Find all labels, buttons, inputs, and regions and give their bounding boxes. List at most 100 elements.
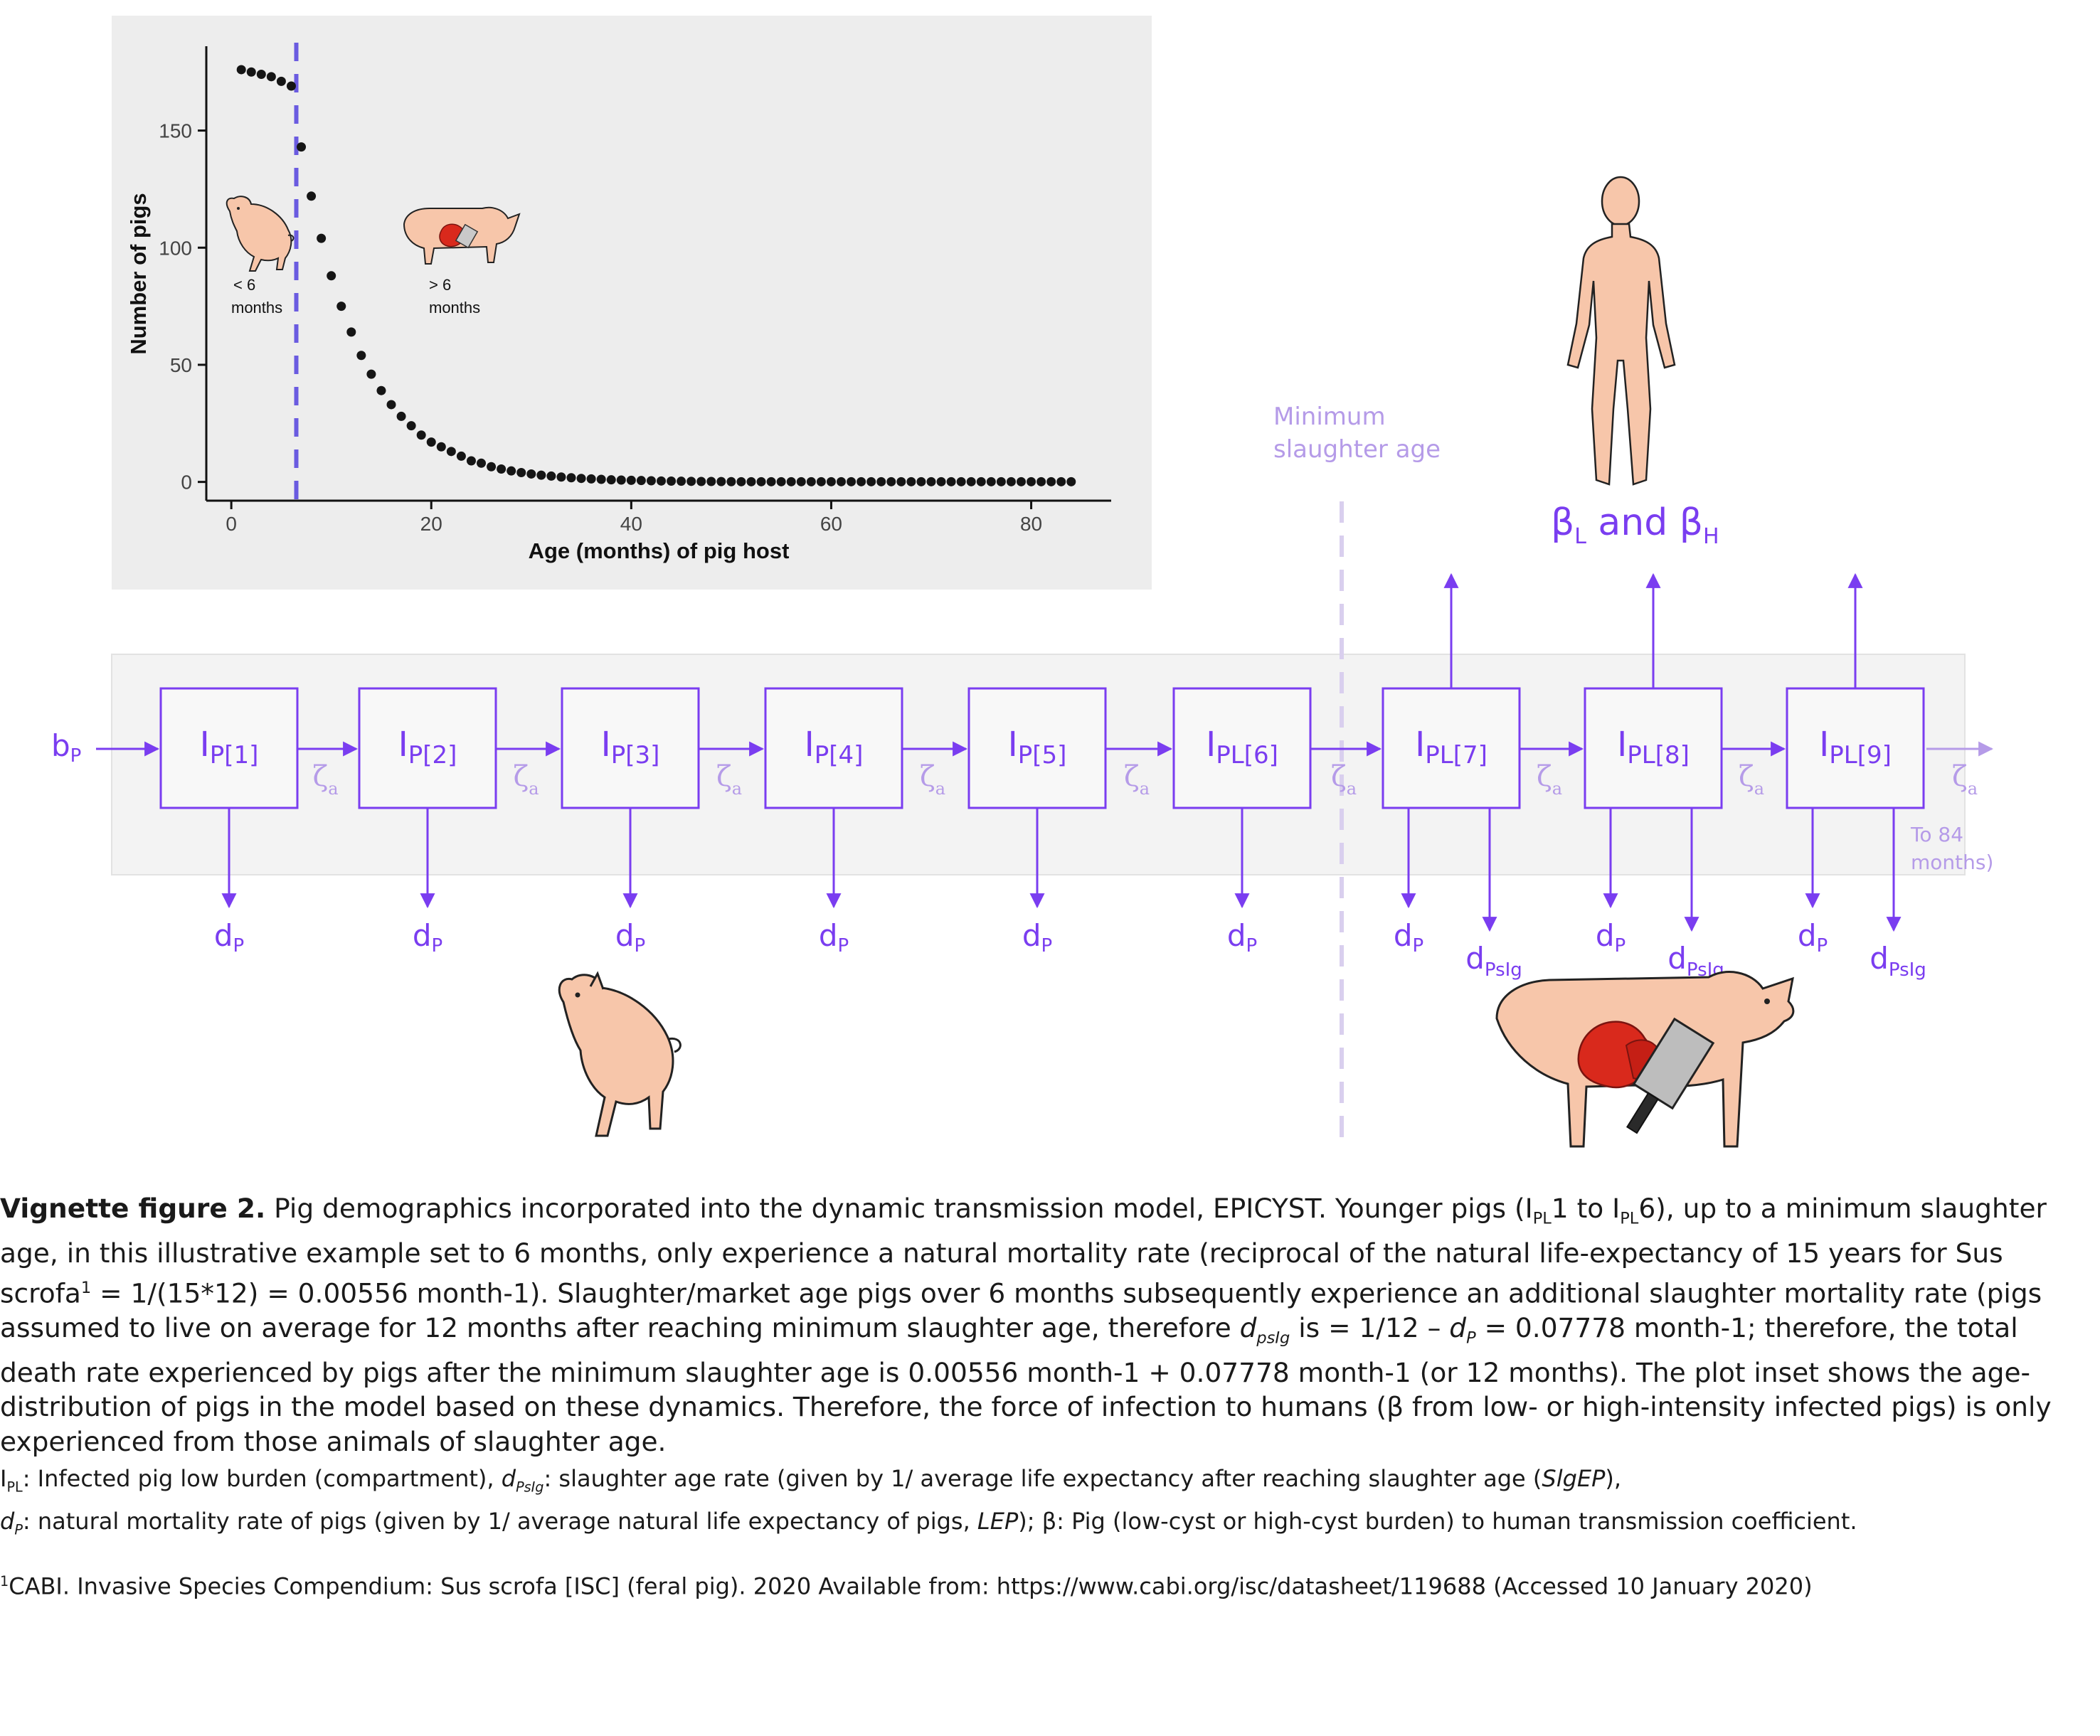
- data-point: [376, 385, 386, 395]
- data-point: [946, 476, 956, 486]
- data-point: [456, 451, 466, 461]
- natural-death-label: dP: [1596, 918, 1626, 957]
- data-point: [936, 476, 946, 486]
- data-point: [596, 474, 606, 484]
- data-point: [446, 447, 456, 457]
- compartment-box: IPL[6]: [1172, 687, 1312, 809]
- compartment-box: IP[4]: [764, 687, 903, 809]
- data-point: [356, 351, 366, 361]
- data-point: [416, 430, 426, 440]
- reference-marker: 1: [0, 1573, 9, 1589]
- compartment-box: IPL[8]: [1584, 687, 1723, 809]
- data-point: [1027, 476, 1036, 486]
- note-text: : Infected pig low burden (compartment),: [22, 1465, 502, 1492]
- ageing-rate-label: ζa: [920, 760, 945, 799]
- caption-text: 6), up to a minimum slaughter age, in th…: [0, 1193, 2047, 1309]
- data-point: [667, 476, 677, 486]
- compartment-rect: [1172, 687, 1312, 809]
- data-point: [756, 476, 766, 486]
- data-point: [696, 476, 706, 486]
- data-point: [276, 76, 286, 86]
- data-point: [487, 462, 497, 472]
- data-point: [507, 466, 516, 476]
- data-point: [286, 81, 296, 91]
- caption-text: is = 1/12 –: [1290, 1311, 1450, 1343]
- natural-death-label: dP: [1394, 918, 1423, 957]
- note-sub: PL: [6, 1479, 23, 1496]
- natural-death-label: dP: [1798, 918, 1828, 957]
- data-point: [726, 476, 736, 486]
- inflow-label: bP: [51, 728, 81, 767]
- annotation-over-6-line2: months: [429, 299, 480, 316]
- y-axis-label: Number of pigs: [126, 193, 151, 354]
- data-point: [746, 476, 756, 486]
- ageing-rate-label: ζa: [1952, 760, 1978, 799]
- data-point: [466, 456, 476, 466]
- note-abbr: LEP: [977, 1508, 1019, 1535]
- natural-death-label: dP: [214, 918, 244, 957]
- data-point: [1017, 476, 1027, 486]
- age-distribution-chart: 0 20 40 60 80 0 50 100 150 Age (months) of pig h…: [112, 16, 1152, 590]
- compartment-diagram: Minimum slaughter age bP IP[1] ζa dP IP[2] ζ…: [51, 176, 1993, 1148]
- axis-ticks: 0 20 40 60 80 0 50 100 150: [159, 120, 1042, 535]
- annotation-under-6-line1: < 6: [233, 276, 255, 294]
- caption-text: 1 to I: [1551, 1193, 1621, 1224]
- compartment-label: IP[4]: [805, 725, 864, 770]
- compartment-box: IP[1]: [159, 687, 299, 809]
- compartment-box: IP[3]: [561, 687, 700, 809]
- data-point: [886, 476, 896, 486]
- compartment-label: IP[5]: [1008, 725, 1067, 770]
- compartment-box: IP[5]: [967, 687, 1107, 809]
- data-point: [966, 476, 976, 486]
- caption-sub: PL: [1620, 1209, 1639, 1228]
- caption-text: = 1/(15*12) = 0.00556 month-1). Slaughte…: [0, 1277, 2042, 1343]
- x-axis-label: Age (months) of pig host: [529, 538, 790, 563]
- compartment-rect: [561, 687, 700, 809]
- slaughter-death-label: dPsIg: [1465, 941, 1522, 981]
- data-point: [906, 476, 916, 486]
- young-pig-icon: [226, 196, 295, 272]
- data-point: [366, 369, 376, 379]
- data-point: [686, 476, 696, 486]
- natural-death-label: dP: [413, 918, 442, 957]
- data-point: [876, 476, 886, 486]
- data-point: [436, 442, 446, 452]
- data-point: [766, 476, 776, 486]
- y-tick-label: 100: [159, 237, 192, 259]
- data-point: [396, 411, 406, 421]
- x-tick-label: 60: [820, 513, 842, 535]
- reference-line: 1CABI. Invasive Species Compendium: Sus …: [0, 1565, 2095, 1604]
- data-point: [576, 474, 586, 484]
- compartment-rect: [358, 687, 497, 809]
- note-var-sub: P: [14, 1521, 23, 1538]
- y-tick-label: 0: [181, 472, 192, 494]
- note-var-sub: PsIg: [516, 1479, 544, 1496]
- young-pig-illustration: [558, 971, 682, 1137]
- data-point: [976, 476, 986, 486]
- data-point: [736, 476, 746, 486]
- slaughter-death-label: dPsIg: [1870, 941, 1926, 981]
- note-var: d: [501, 1465, 516, 1492]
- data-point: [776, 476, 786, 486]
- compartment-label: IP[2]: [398, 725, 457, 770]
- caption-footnote-marker: 1: [80, 1278, 92, 1297]
- reference-footnote: 1CABI. Invasive Species Compendium: Sus …: [0, 1565, 2095, 1604]
- beta-transmission-label: βL and βH: [1551, 501, 1719, 549]
- data-point: [677, 476, 686, 486]
- data-point: [1036, 476, 1046, 486]
- compartment-label: IPL[9]: [1819, 725, 1892, 770]
- y-tick-label: 150: [159, 120, 192, 142]
- note-text: ),: [1605, 1465, 1622, 1492]
- data-point: [346, 327, 356, 337]
- data-point: [297, 142, 307, 152]
- data-point: [796, 476, 806, 486]
- compartment-box: IPL[9]: [1786, 687, 1925, 809]
- data-point: [327, 271, 336, 281]
- data-point: [477, 458, 487, 468]
- figure: 0 20 40 60 80 0 50 100 150 Age (months) of pig h…: [51, 16, 1993, 1148]
- caption-lead: Vignette figure 2.: [0, 1193, 266, 1224]
- ageing-rate-label: ζa: [514, 760, 539, 799]
- note-text: : slaughter age rate (given by 1/ averag…: [543, 1465, 1542, 1492]
- data-point: [317, 233, 327, 243]
- figure-caption: Vignette figure 2. Pig demographics inco…: [0, 1191, 2095, 1459]
